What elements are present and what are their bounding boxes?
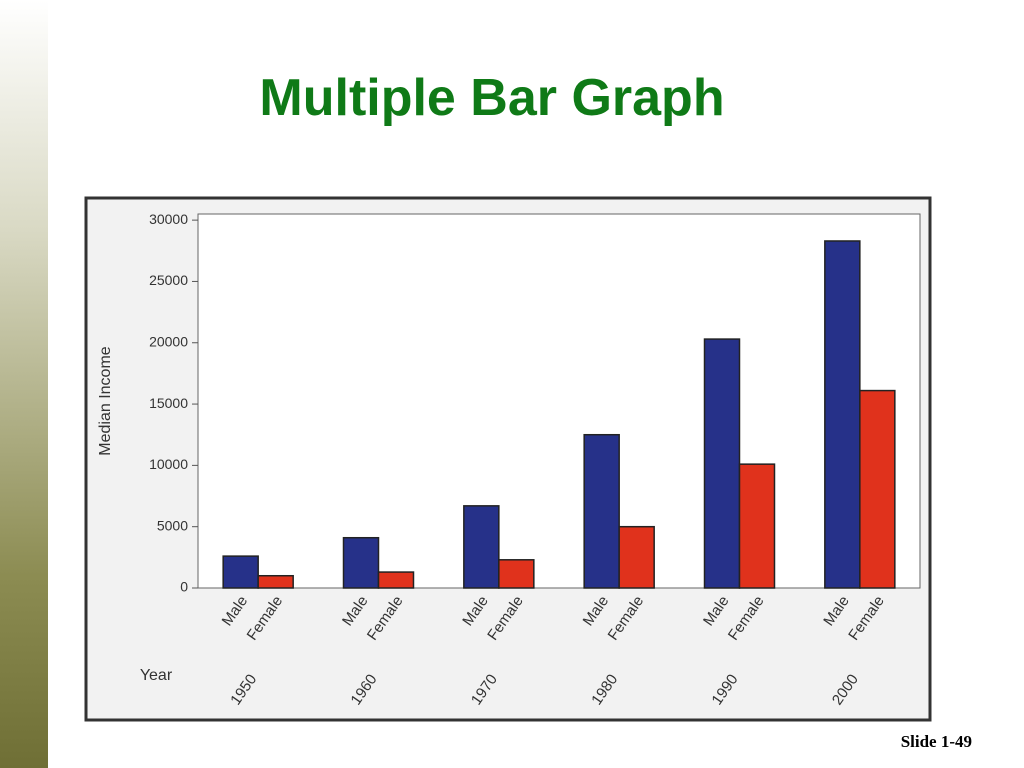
y-tick-label: 25000 — [149, 272, 188, 288]
bar — [498, 559, 535, 589]
bar — [859, 389, 896, 589]
y-tick-label: 20000 — [149, 333, 188, 349]
bar — [703, 338, 741, 589]
slide-title: Multiple Bar Graph — [259, 69, 725, 127]
y-tick-label: 10000 — [149, 456, 188, 472]
bar — [583, 433, 620, 589]
bar — [618, 525, 655, 589]
bar — [463, 505, 500, 589]
plot-area — [197, 213, 921, 589]
slide-footer: Slide 1-49 — [900, 732, 972, 751]
y-axis-label: Median Income — [97, 346, 114, 455]
y-tick-label: 30000 — [149, 211, 188, 227]
x-axis-label: Year — [140, 667, 173, 684]
side-stripe — [0, 0, 48, 768]
bar — [342, 536, 380, 589]
y-tick-label: 5000 — [157, 517, 188, 533]
y-tick-label: 0 — [180, 579, 188, 595]
bar — [257, 574, 294, 589]
bar — [738, 463, 776, 589]
y-tick-label: 15000 — [149, 395, 188, 411]
bar — [222, 555, 259, 589]
bar — [377, 571, 415, 589]
bar — [824, 240, 861, 589]
